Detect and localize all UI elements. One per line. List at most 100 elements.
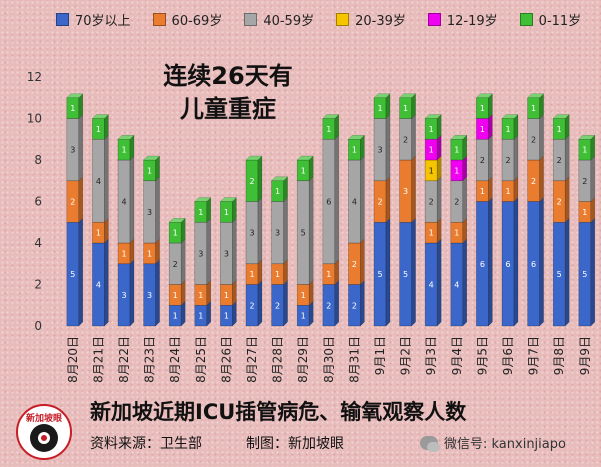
bar-segment-side [334,134,340,265]
bar-stack: 5 2 2 1 [552,113,570,327]
bar-segment-side [539,113,544,161]
data-source: 资料来源：卫生部 [90,436,202,452]
bar-value-label: 2 [480,156,485,165]
bar-value-label: 1 [531,104,536,113]
bar-segment-side [539,155,544,203]
bar-value-label: 2 [582,177,587,186]
stacked-bar-chart: 02468101252318月20日41418月21日31418月22日3131… [27,70,596,383]
x-tick-label: 9月3日 [424,336,438,375]
bar-value-label: 2 [454,198,459,207]
bar-value-label: 1 [301,312,306,321]
bar-value-label: 1 [454,146,459,155]
bar-segment-side [590,155,596,203]
bar-top-face [142,155,161,161]
x-tick-label: 8月29日 [296,336,310,383]
bar-value-label: 3 [147,291,152,300]
legend-label: 40-59岁 [263,14,315,29]
bar-top-face [91,114,110,119]
bar-value-label: 1 [480,187,485,196]
bar-top-face [168,218,186,223]
y-tick-label: 4 [34,236,42,250]
chart-annotation: 连续26天有 儿童重症 [148,60,308,126]
y-tick-label: 2 [34,278,42,292]
bar-value-label: 6 [326,198,331,207]
chart-legend: 70岁以上 60-69岁 40-59岁 20-39岁 12-19岁 0-11岁 [56,10,601,29]
x-tick-label: 9月5日 [475,336,489,375]
bar-segment-side [539,93,544,120]
bar-segment-side [436,238,442,327]
bar-stack: 1 1 2 1 [168,217,186,327]
bar-segment-side [436,176,442,223]
bar-segment-side [360,279,365,327]
bar-segment-side [104,134,109,223]
made-by: 制图：新加坡眼 [246,436,344,452]
bar-value-label: 1 [429,229,434,238]
bar-segment-side [257,196,263,265]
y-tick-label: 6 [34,195,42,209]
bar-segment-side [590,217,596,327]
x-tick-label: 8月28日 [271,336,285,383]
bar-value-label: 1 [326,125,331,134]
x-tick-label: 8月25日 [194,336,208,383]
bar-value-label: 1 [480,104,485,113]
bar-value-label: 1 [147,249,152,258]
bar-value-label: 1 [454,166,459,175]
bar-top-face [450,135,468,140]
x-tick-label: 9月9日 [578,336,592,375]
annotation-line-2: 儿童重症 [180,95,276,123]
bar-value-label: 5 [70,270,75,279]
legend-swatch [427,13,441,26]
bar-stack: 3 1 3 1 [142,155,161,327]
bar-stack: 2 1 6 1 [322,113,340,327]
bar-value-label: 1 [198,208,203,217]
logo-text: 新加坡眼 [25,414,62,424]
bar-value-label: 1 [480,125,485,134]
bar-stack: 5 2 3 1 [373,93,391,327]
bar-value-label: 6 [505,260,510,269]
bar-segment-side [513,196,519,327]
bar-segment-side [257,155,263,203]
legend-item-0-11: 0-11岁 [519,10,581,29]
bar-stack: 3 1 4 1 [117,134,135,327]
eye-icon [30,424,58,452]
bar-value-label: 1 [429,125,434,134]
bar-stack: 4 1 4 1 [91,113,110,327]
bar-segment-side [564,176,570,223]
x-tick-label: 8月22日 [117,336,131,383]
bar-segment-side [411,217,416,327]
bar-segment-side [360,238,365,286]
bar-value-label: 3 [198,249,203,258]
bar-top-face [424,114,442,119]
x-tick-label: 8月30日 [322,336,336,383]
bar-segment-side [283,279,288,327]
bar-value-label: 2 [173,260,178,269]
bar-top-face [270,176,289,181]
bar-top-face [66,93,84,98]
bar-value-label: 2 [352,260,357,269]
legend-item-70plus: 70岁以上 [56,10,131,29]
legend-swatch [336,13,350,26]
bar-value-label: 2 [249,177,254,186]
bar-value-label: 3 [121,291,126,300]
x-tick-label: 8月26日 [219,336,233,383]
bar-segment-side [385,176,391,223]
y-tick-label: 8 [34,153,42,167]
bar-value-label: 5 [377,270,382,279]
bar-segment-side [257,279,263,327]
x-tick-label: 8月27日 [245,336,259,383]
bar-value-label: 6 [531,260,536,269]
bar-stack: 6 1 2 1 1 [475,93,494,327]
wechat-icon [420,435,440,452]
legend-swatch [56,13,69,26]
bar-value-label: 1 [224,312,229,321]
bar-segment-side [129,155,135,244]
bar-segment-side [206,217,212,286]
bar-stack: 6 1 2 1 [501,113,519,327]
bar-segment-side [232,217,237,286]
bar-value-label: 1 [505,125,510,134]
bar-value-label: 1 [582,208,587,217]
bar-top-face [296,155,314,161]
bar-value-label: 1 [429,146,434,155]
bar-segment-side [334,279,340,327]
bar-stack: 1 1 3 1 [219,196,238,327]
